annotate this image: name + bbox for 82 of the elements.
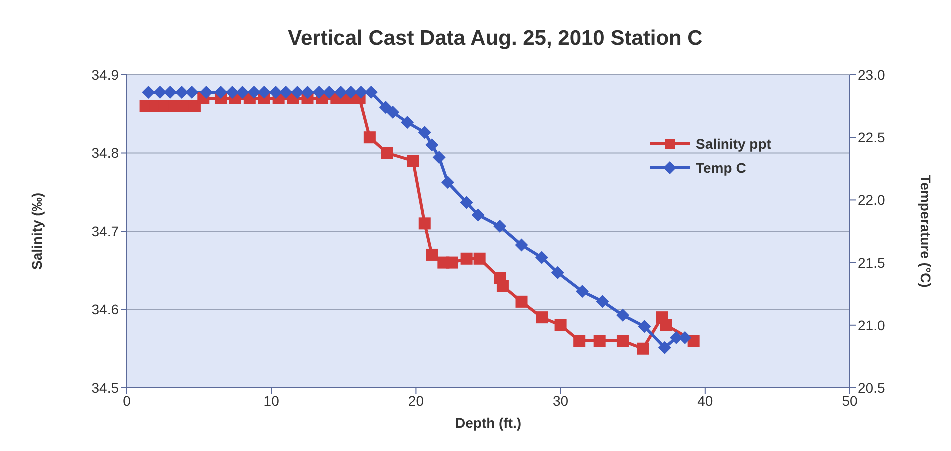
y-tick-label: 34.9 [92, 66, 120, 83]
point [312, 86, 326, 100]
point [516, 296, 528, 308]
y2-tick-label: 21.5 [858, 254, 886, 271]
x-tick-label: 10 [264, 392, 280, 409]
chart-title: Vertical Cast Data Aug. 25, 2010 Station C [287, 26, 704, 52]
point [344, 86, 358, 100]
point [460, 252, 473, 265]
point [536, 251, 548, 264]
point [551, 266, 564, 280]
point [446, 256, 458, 269]
y-tick-label: 34.7 [92, 223, 120, 240]
point [688, 335, 700, 348]
point [401, 116, 414, 130]
x-tick-label: 30 [553, 392, 569, 409]
x-tick-label: 50 [842, 392, 858, 409]
y2-tick-label: 23.0 [858, 66, 886, 83]
x-axis-title: Depth (ft.) [455, 415, 522, 431]
point [301, 86, 314, 100]
point [576, 285, 589, 298]
point [638, 320, 652, 334]
y-tick-label: 34.5 [92, 380, 120, 396]
legend-label: Salinity ppt [696, 136, 772, 152]
point [334, 86, 348, 100]
point [291, 86, 304, 100]
point [186, 86, 199, 100]
x-tick-label: 40 [698, 392, 714, 409]
point [214, 86, 228, 100]
point [554, 319, 567, 332]
point [496, 280, 509, 292]
point [637, 342, 650, 355]
x-tick-label: 0 [123, 392, 132, 409]
y2-tick-label: 21.0 [858, 317, 886, 334]
point [188, 100, 201, 112]
y-tick-label: 34.6 [92, 302, 120, 318]
point [248, 86, 261, 100]
point [660, 319, 672, 332]
y2-tick-label: 20.5 [858, 380, 886, 396]
point [460, 196, 474, 210]
point [418, 218, 431, 230]
point [226, 86, 240, 100]
point [280, 86, 293, 100]
y2-tick-label: 22.0 [858, 192, 886, 208]
y2-tick-label: 22.5 [858, 130, 886, 146]
point [379, 101, 392, 114]
point [442, 176, 455, 190]
point [142, 86, 156, 100]
point [574, 335, 586, 348]
point [536, 312, 548, 324]
point [236, 86, 250, 100]
point [594, 335, 606, 348]
point [322, 86, 336, 100]
y-axis-title: Salinity (‰) [28, 192, 45, 270]
point [472, 208, 485, 222]
point [596, 295, 610, 308]
point [432, 151, 446, 164]
point [386, 106, 400, 120]
point [418, 126, 432, 140]
y2-axis-title: Temperature (°C) [918, 175, 934, 288]
point [354, 86, 368, 100]
point [494, 220, 507, 233]
point [658, 341, 672, 354]
point [258, 86, 271, 100]
point [381, 147, 394, 160]
point [407, 155, 420, 168]
point [175, 86, 188, 100]
point [474, 252, 486, 265]
point [515, 238, 528, 252]
point [269, 86, 282, 100]
y-tick-label: 34.8 [92, 145, 120, 162]
point [364, 132, 376, 144]
point [364, 86, 378, 100]
legend-label: Temp C [696, 160, 746, 176]
point [616, 335, 629, 348]
point [200, 86, 214, 100]
point [154, 86, 167, 100]
point [426, 248, 438, 261]
point [426, 138, 439, 152]
point [164, 86, 177, 100]
x-tick-label: 20 [408, 392, 424, 409]
point [678, 331, 692, 344]
point [616, 308, 630, 322]
